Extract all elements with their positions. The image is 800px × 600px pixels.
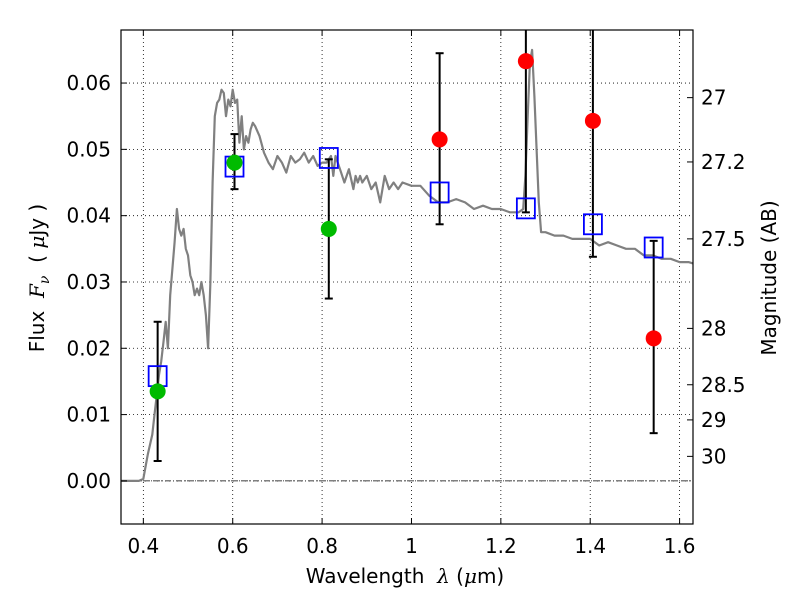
magnitude-tick-label: 27.5: [701, 227, 746, 251]
x-tick-label: 0.4: [127, 534, 159, 558]
y-tick-label: 0.03: [66, 270, 111, 294]
x-tick-label: 0.6: [217, 534, 249, 558]
magnitude-tick-label: 29: [701, 408, 726, 432]
x-tick-label: 0.8: [306, 534, 338, 558]
magnitude-tick-label: 30: [701, 444, 726, 468]
photometry-square-marker: [318, 147, 339, 169]
y-tick-label: 0.05: [66, 137, 111, 161]
grid-lines: [121, 30, 693, 524]
photometry-square-marker: [515, 197, 536, 220]
error-bars: [153, 30, 658, 463]
x-tick-label: 1: [405, 534, 418, 558]
y-tick-label: 0.02: [66, 336, 111, 360]
photometry-circle-marker: [431, 131, 448, 148]
photometry-circle-marker: [320, 220, 337, 237]
y-tick-label: 0.00: [66, 469, 111, 493]
magnitude-tick-label: 27.2: [701, 150, 746, 174]
x-tick-label: 1.4: [574, 534, 606, 558]
photometry-circle-marker: [645, 330, 662, 347]
y-axis-label: Flux Fν ( μJy ): [25, 204, 53, 353]
axis-ticks: [121, 30, 693, 524]
x-tick-label: 1.2: [485, 534, 517, 558]
y-tick-label: 0.06: [66, 71, 111, 95]
photometry-circle-marker: [584, 112, 601, 129]
y-tick-label: 0.04: [66, 204, 111, 228]
photometry-square-marker: [643, 236, 664, 259]
x-tick-label: 1.6: [664, 534, 696, 558]
magnitude-tick-label: 27: [701, 86, 726, 110]
photometry-circle-marker: [149, 383, 166, 400]
tick-labels: 0.4 0.6 0.8 1 1.2 1.4 1.6 0.00 0.01 0.02 0.03 0.04 0…: [66, 71, 745, 558]
magnitude-tick-label: 28.5: [701, 373, 746, 397]
photometry-circle-marker: [226, 154, 243, 171]
magnitude-tick-label: 28: [701, 316, 726, 340]
photometry-square-marker: [583, 213, 603, 236]
photometry-circle-marker: [517, 53, 534, 70]
model-spectrum: [121, 48, 694, 482]
data-markers: [147, 53, 664, 400]
plot-frame: [120, 29, 694, 525]
y2-axis-label: Magnitude (AB): [757, 200, 781, 355]
y-tick-label: 0.01: [66, 403, 111, 427]
model-spectrum-line: [121, 48, 694, 482]
photometry-square-marker: [429, 181, 450, 204]
x-axis-label: Wavelength λ (μm): [306, 564, 505, 588]
